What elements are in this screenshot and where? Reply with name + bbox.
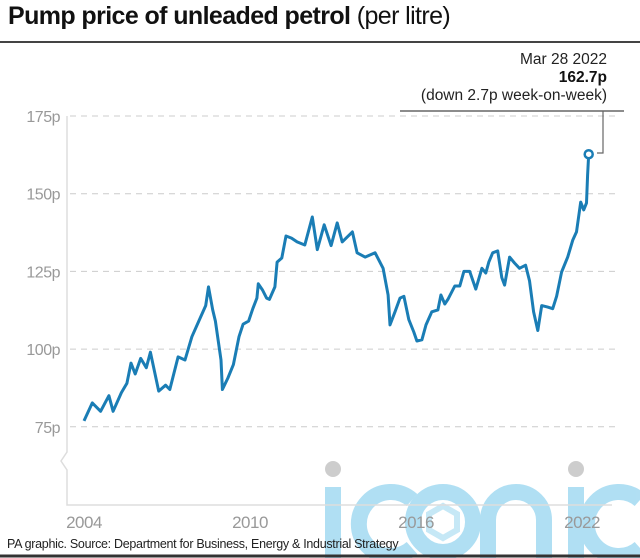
y-tick-label: 175p — [26, 109, 60, 126]
annotation-date: Mar 28 2022 — [520, 51, 607, 68]
x-tick-label: 2016 — [398, 513, 434, 532]
source-footer: PA graphic. Source: Department for Busin… — [7, 537, 399, 551]
annotation: Mar 28 2022 162.7p (down 2.7p week-on-we… — [400, 51, 624, 154]
latest-point-marker — [583, 148, 594, 160]
y-tick-label: 75p — [35, 420, 61, 437]
x-tick-label: 2004 — [66, 513, 102, 532]
axis-line — [60, 116, 612, 506]
y-tick-label: 125p — [26, 264, 60, 281]
title-main: Pump price of unleaded petrol — [8, 2, 351, 30]
annotation-note: (down 2.7p week-on-week) — [421, 87, 607, 104]
series-line — [82, 154, 591, 422]
annotation-leader — [597, 111, 604, 154]
chart-title: Pump price of unleaded petrol (per litre… — [8, 2, 451, 31]
annotation-value: 162.7p — [559, 69, 607, 86]
title-sub: (per litre) — [356, 2, 451, 30]
x-tick-label: 2022 — [564, 513, 600, 532]
y-tick-label: 100p — [26, 342, 60, 359]
y-tick-label: 150p — [26, 187, 60, 204]
x-tick-label: 2010 — [232, 513, 268, 532]
